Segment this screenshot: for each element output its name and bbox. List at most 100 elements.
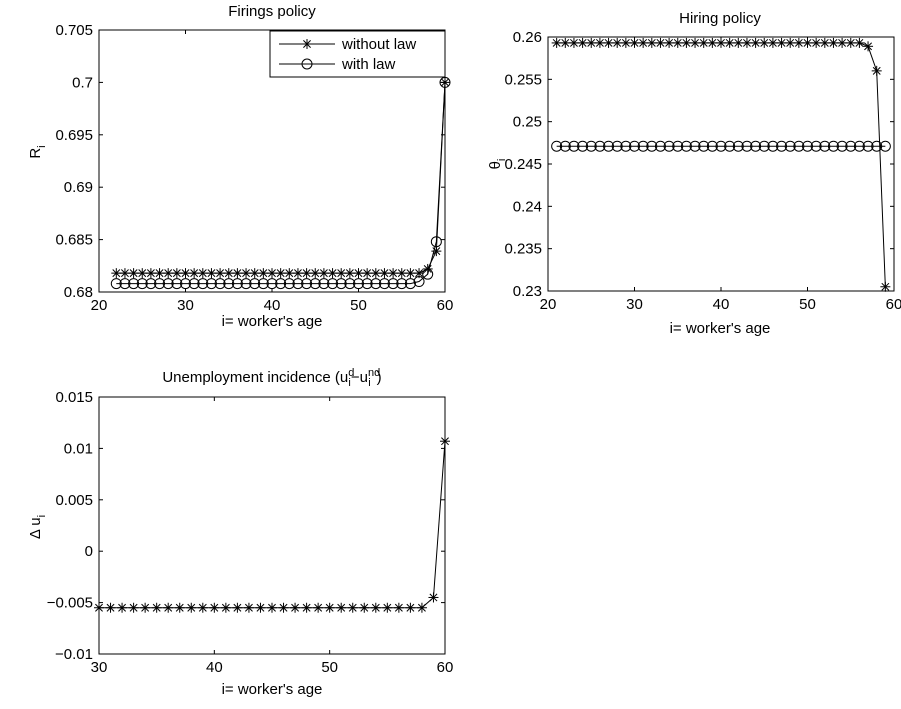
data-point-with-law (180, 278, 191, 290)
plot-area: 30 40 50 60 −0.01 −0.005 0 0.005 0.01 0.015 (47, 389, 454, 676)
data-point-with-law (197, 278, 209, 290)
y-tick-label: 0.26 (513, 29, 542, 46)
data-point-with-law (724, 140, 736, 152)
data-point-with-law (698, 140, 710, 152)
data-point-with-law (154, 278, 166, 290)
data-point-without-law (759, 37, 770, 48)
data-point-with-law (827, 140, 839, 152)
data-point-with-law (292, 278, 304, 290)
data-point-series-0 (347, 602, 358, 613)
legend-label-without-law: without law (341, 36, 416, 53)
data-point-with-law (396, 278, 408, 290)
data-point-with-law (430, 236, 442, 248)
data-point-with-law (871, 140, 883, 152)
data-point-without-law (785, 37, 796, 48)
data-point-with-law (594, 140, 606, 152)
data-point-series-0 (140, 602, 151, 613)
data-point-without-law (594, 37, 605, 48)
series-line-without-law (116, 82, 446, 274)
data-point-without-law (828, 37, 839, 48)
legend: without law with law (269, 30, 446, 78)
data-point-without-law (664, 37, 675, 48)
data-point-with-law (680, 140, 692, 152)
data-point-with-law (836, 140, 848, 152)
data-point-without-law (405, 268, 416, 279)
data-point-without-law (802, 37, 813, 48)
y-axis-label-sub: i (36, 145, 48, 147)
data-point-with-law (672, 140, 684, 152)
y-axis-label-main: R (27, 148, 44, 159)
data-point-without-law (620, 37, 631, 48)
data-point-with-law (862, 140, 874, 152)
data-point-with-law (758, 140, 770, 152)
x-tick-label: 60 (437, 659, 454, 676)
data-point-without-law (310, 268, 321, 279)
data-point-series-0 (393, 602, 404, 613)
y-tick-label: 0.705 (55, 22, 93, 39)
data-point-series-0 (128, 602, 139, 613)
data-point-without-law (344, 268, 355, 279)
data-point-without-law (690, 37, 701, 48)
data-point-without-law (819, 37, 830, 48)
data-point-series-0 (301, 602, 312, 613)
data-point-without-law (128, 268, 139, 279)
axes-frame (98, 396, 446, 655)
data-point-with-law (585, 140, 597, 152)
legend-marker-star (302, 39, 312, 49)
data-point-with-law (353, 278, 364, 290)
data-point-with-law (309, 278, 321, 290)
data-point-without-law (733, 37, 744, 48)
x-tick-label: 50 (799, 296, 816, 313)
data-point-with-law (344, 278, 356, 290)
data-point-series-0 (278, 602, 289, 613)
y-tick-label: 0.7 (72, 74, 93, 91)
data-point-without-law (119, 268, 130, 279)
data-point-without-law (716, 37, 726, 48)
data-point-without-law (586, 37, 597, 48)
data-point-with-law (257, 278, 269, 290)
data-point-without-law (854, 37, 865, 48)
x-tick-label: 60 (886, 296, 901, 313)
data-point-without-law (603, 37, 614, 48)
data-point-series-0 (290, 602, 301, 613)
x-tick-label: 30 (177, 297, 194, 314)
data-point-without-law (180, 268, 191, 279)
data-point-series-0 (186, 602, 197, 613)
data-point-without-law (301, 268, 312, 279)
plot-title: Unemployment incidence (ud i−und i) (162, 367, 381, 389)
data-point-without-law (362, 268, 373, 279)
data-point-without-law (353, 268, 364, 279)
data-point-without-law (137, 268, 148, 279)
data-point-with-law (128, 278, 140, 290)
x-tick-label: 40 (206, 659, 223, 676)
data-point-with-law (119, 278, 131, 290)
data-point-with-law (732, 140, 744, 152)
data-point-without-law (292, 268, 303, 279)
data-point-with-law (568, 140, 580, 152)
data-point-without-law (646, 37, 657, 48)
x-axis-label: i= worker's age (222, 313, 323, 330)
series-line-series-0 (99, 441, 446, 609)
legend-marker-circle (301, 58, 313, 70)
data-point-series-0 (267, 602, 277, 613)
data-point-without-law (241, 268, 252, 279)
x-tick-label: 40 (264, 297, 281, 314)
data-point-with-law (646, 140, 658, 152)
plot-area: 20 30 40 50 60 0.23 0.235 0.24 0.245 0.25 0.255 0.2… (504, 29, 901, 313)
data-point-with-law (301, 278, 313, 290)
x-tick-label: 20 (91, 297, 108, 314)
data-point-without-law (551, 37, 562, 48)
data-point-with-law (223, 278, 235, 290)
data-point-series-0 (359, 602, 370, 613)
y-tick-label: 0.68 (64, 284, 93, 301)
data-point-with-law (663, 140, 675, 152)
y-tick-label: −0.005 (47, 595, 93, 612)
panel-firings-policy: Firings policy i= worker's age Ri 20 30 40… (27, 3, 453, 330)
data-point-with-law (275, 278, 287, 290)
data-point-with-law (750, 140, 762, 152)
data-point-with-law (810, 140, 822, 152)
panel-unemployment-incidence: Unemployment incidence (ud i−und i) i= wor… (27, 367, 453, 698)
data-point-with-law (551, 140, 563, 152)
x-axis-label: i= worker's age (670, 320, 771, 337)
